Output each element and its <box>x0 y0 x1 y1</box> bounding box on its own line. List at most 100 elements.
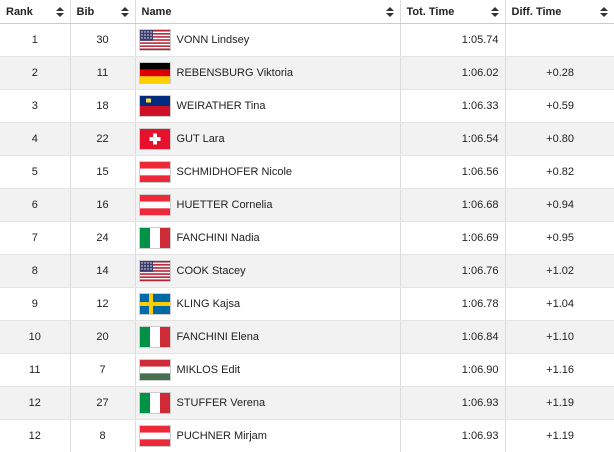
name-cell: SCHMIDHOFER Nicole <box>135 155 401 189</box>
athlete-name: MIKLOS Edit <box>176 364 241 376</box>
column-header-label: Rank <box>6 5 33 18</box>
flag-icon <box>138 359 171 381</box>
header-row: Rank Bib Name Tot. Time Diff. Time <box>0 0 614 24</box>
athlete-name: FANCHINI Nadia <box>176 232 260 244</box>
flag-icon <box>138 29 171 51</box>
diff-cell <box>505 23 614 57</box>
athlete-name: KLING Kajsa <box>176 298 241 310</box>
column-header[interactable]: Bib <box>70 0 136 24</box>
bib-cell: 24 <box>70 221 136 255</box>
table-row: 10 20 FANCHINI Elena 1:06.84 +1.10 <box>0 320 614 354</box>
rank-cell: 12 <box>0 386 71 420</box>
flag-icon <box>138 392 171 414</box>
table-row: 3 18 WEIRATHER Tina 1:06.33 +0.59 <box>0 89 614 123</box>
sort-icon[interactable] <box>55 7 64 17</box>
time-cell: 1:06.54 <box>400 122 506 156</box>
table-body: 1 30 VONN Lindsey 1:05.74 2 11 REBENSBURG Vikt… <box>0 23 614 452</box>
time-cell: 1:06.93 <box>400 419 506 452</box>
column-header-label: Tot. Time <box>406 5 455 18</box>
bib-cell: 20 <box>70 320 136 354</box>
rank-cell: 8 <box>0 254 71 288</box>
bib-cell: 30 <box>70 23 136 57</box>
column-header-label: Diff. Time <box>511 5 562 18</box>
diff-cell: +1.16 <box>505 353 614 387</box>
rank-cell: 7 <box>0 221 71 255</box>
table-row: 4 22 GUT Lara 1:06.54 +0.80 <box>0 122 614 156</box>
athlete-name: REBENSBURG Viktoria <box>176 67 294 79</box>
bib-cell: 12 <box>70 287 136 321</box>
name-cell: FANCHINI Elena <box>135 320 401 354</box>
diff-cell: +0.94 <box>505 188 614 222</box>
diff-cell: +1.10 <box>505 320 614 354</box>
table-row: 12 8 PUCHNER Mirjam 1:06.93 +1.19 <box>0 419 614 452</box>
column-header[interactable]: Name <box>135 0 401 24</box>
sort-icon[interactable] <box>120 7 129 17</box>
name-cell: VONN Lindsey <box>135 23 401 57</box>
table-row: 9 12 KLING Kajsa 1:06.78 +1.04 <box>0 287 614 321</box>
bib-cell: 15 <box>70 155 136 189</box>
diff-cell: +0.59 <box>505 89 614 123</box>
rank-cell: 6 <box>0 188 71 222</box>
rank-cell: 3 <box>0 89 71 123</box>
table-row: 8 14 COOK Stacey 1:06.76 +1.02 <box>0 254 614 288</box>
rank-cell: 12 <box>0 419 71 452</box>
diff-cell: +0.80 <box>505 122 614 156</box>
name-cell: GUT Lara <box>135 122 401 156</box>
athlete-name: COOK Stacey <box>176 265 246 277</box>
sort-icon[interactable] <box>490 7 499 17</box>
table-row: 2 11 REBENSBURG Viktoria 1:06.02 +0.28 <box>0 56 614 90</box>
name-cell: MIKLOS Edit <box>135 353 401 387</box>
column-header[interactable]: Rank <box>0 0 71 24</box>
flag-icon <box>138 62 171 84</box>
athlete-name: HUETTER Cornelia <box>176 199 273 211</box>
diff-cell: +0.95 <box>505 221 614 255</box>
bib-cell: 7 <box>70 353 136 387</box>
name-cell: STUFFER Verena <box>135 386 401 420</box>
athlete-name: VONN Lindsey <box>176 34 250 46</box>
athlete-name: WEIRATHER Tina <box>176 100 266 112</box>
athlete-name: FANCHINI Elena <box>176 331 260 343</box>
time-cell: 1:06.56 <box>400 155 506 189</box>
flag-icon <box>138 128 171 150</box>
name-cell: PUCHNER Mirjam <box>135 419 401 452</box>
sort-icon[interactable] <box>600 7 608 17</box>
bib-cell: 16 <box>70 188 136 222</box>
diff-cell: +0.82 <box>505 155 614 189</box>
column-header-label: Bib <box>76 5 95 18</box>
name-cell: REBENSBURG Viktoria <box>135 56 401 90</box>
rank-cell: 5 <box>0 155 71 189</box>
time-cell: 1:05.74 <box>400 23 506 57</box>
column-header[interactable]: Diff. Time <box>505 0 614 24</box>
athlete-name: GUT Lara <box>176 133 225 145</box>
column-header[interactable]: Tot. Time <box>400 0 506 24</box>
bib-cell: 18 <box>70 89 136 123</box>
name-cell: COOK Stacey <box>135 254 401 288</box>
table-row: 12 27 STUFFER Verena 1:06.93 +1.19 <box>0 386 614 420</box>
time-cell: 1:06.69 <box>400 221 506 255</box>
rank-cell: 4 <box>0 122 71 156</box>
flag-icon <box>138 95 171 117</box>
time-cell: 1:06.02 <box>400 56 506 90</box>
table-row: 6 16 HUETTER Cornelia 1:06.68 +0.94 <box>0 188 614 222</box>
athlete-name: SCHMIDHOFER Nicole <box>176 166 293 178</box>
sort-icon[interactable] <box>385 7 394 17</box>
bib-cell: 22 <box>70 122 136 156</box>
time-cell: 1:06.78 <box>400 287 506 321</box>
flag-icon <box>138 260 171 282</box>
table-row: 5 15 SCHMIDHOFER Nicole 1:06.56 +0.82 <box>0 155 614 189</box>
athlete-name: STUFFER Verena <box>176 397 266 409</box>
flag-icon <box>138 425 171 447</box>
diff-cell: +1.19 <box>505 419 614 452</box>
column-header-label: Name <box>141 5 172 18</box>
rank-cell: 9 <box>0 287 71 321</box>
flag-icon <box>138 293 171 315</box>
time-cell: 1:06.84 <box>400 320 506 354</box>
rank-cell: 11 <box>0 353 71 387</box>
flag-icon <box>138 194 171 216</box>
time-cell: 1:06.76 <box>400 254 506 288</box>
diff-cell: +1.19 <box>505 386 614 420</box>
diff-cell: +1.02 <box>505 254 614 288</box>
flag-icon <box>138 161 171 183</box>
bib-cell: 8 <box>70 419 136 452</box>
